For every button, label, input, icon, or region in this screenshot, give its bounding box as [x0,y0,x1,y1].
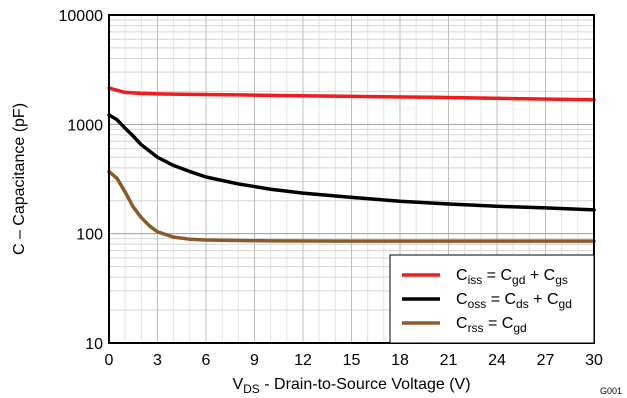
x-tick-label: 3 [153,352,162,369]
legend-text-part: + C [525,267,555,284]
series-line-3 [107,169,596,243]
legend-text-part: rss [468,321,484,335]
x-axis-title-sub: DS [243,382,260,396]
legend-text-part: = C [482,267,512,284]
figure-id: G001 [600,386,622,396]
y-tick-label: 1000 [67,117,103,134]
legend-text-part: = C [484,315,514,332]
legend-text-part: oss [468,297,487,311]
series-line-2 [107,113,596,212]
legend-text-part: ds [516,297,529,311]
x-axis-title-rest: - Drain-to-Source Voltage (V) [260,376,471,393]
legend-text-part: = C [486,291,516,308]
legend-text-part: gd [513,321,526,335]
x-axis-title-main: V [232,376,243,393]
y-tick-label: 10000 [59,8,104,25]
y-tick-label: 10 [85,336,103,353]
x-tick-label: 30 [585,352,603,369]
legend-text-part: C [456,267,468,284]
x-axis-title: VDS - Drain-to-Source Voltage (V) [232,376,470,396]
legend-text-part: + C [529,291,559,308]
legend-entry-1: Ciss = Cgd + Cgs [456,267,568,287]
x-tick-label: 15 [343,352,361,369]
series-line-1 [107,86,596,102]
x-tick-label: 9 [250,352,259,369]
x-tick-label: 12 [294,352,312,369]
legend-entry-3: Crss = Cgd [456,315,527,335]
legend-text-part: C [456,291,468,308]
plot-frame [108,14,595,344]
y-axis-title: C – Capacitance (pF) [11,103,28,255]
legend-entry-2: Coss = Cds + Cgd [456,291,572,311]
x-tick-label: 24 [488,352,506,369]
y-tick-label: 100 [76,227,103,244]
legend-text-part: iss [468,273,483,287]
x-tick-label: 0 [105,352,114,369]
x-tick-label: 27 [537,352,555,369]
legend-text-part: C [456,315,468,332]
legend-text-part: gd [559,297,572,311]
legend-text-part: gs [555,273,568,287]
x-tick-label: 6 [202,352,211,369]
x-tick-label: 18 [391,352,409,369]
legend-text-part: gd [512,273,525,287]
x-tick-label: 21 [440,352,458,369]
